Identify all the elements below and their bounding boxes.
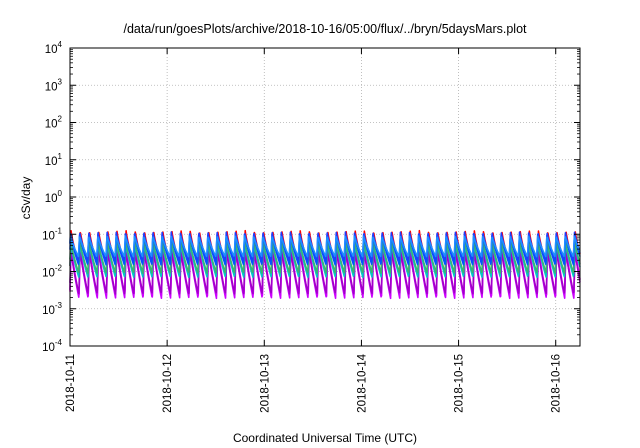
y-tick-label: 10-4 <box>42 338 62 354</box>
plot-grid <box>70 48 580 346</box>
y-axis-ticks: 10-4 10-3 10-2 10-1 100 101 102 103 104 <box>42 40 580 354</box>
y-tick-label: 102 <box>45 115 63 131</box>
series-line <box>69 235 581 258</box>
x-tick-label: 2018-10-14 <box>356 353 368 412</box>
x-axis-ticks: 2018-10-11 2018-10-12 2018-10-13 2018-10-14… <box>65 48 563 413</box>
x-tick-label: 2018-10-12 <box>162 354 174 413</box>
x-tick-label: 2018-10-16 <box>551 354 563 413</box>
y-tick-label: 10-2 <box>42 264 62 280</box>
y-axis-label: cSv/day <box>19 177 33 220</box>
chart-title: /data/run/goesPlots/archive/2018-10-16/0… <box>123 22 527 36</box>
y-tick-label: 10-3 <box>42 301 62 317</box>
x-tick-label: 2018-10-11 <box>65 354 77 412</box>
series-line <box>69 248 581 295</box>
plot-series <box>69 229 581 300</box>
y-tick-label: 10-1 <box>42 226 62 242</box>
y-tick-label: 100 <box>45 189 63 205</box>
y-tick-label: 103 <box>45 77 63 93</box>
x-tick-label: 2018-10-13 <box>259 354 271 413</box>
x-tick-label: 2018-10-15 <box>454 354 466 413</box>
y-tick-label: 104 <box>45 40 63 56</box>
y-tick-label: 101 <box>45 152 63 168</box>
x-axis-label: Coordinated Universal Time (UTC) <box>233 431 417 445</box>
series-line <box>69 239 581 274</box>
